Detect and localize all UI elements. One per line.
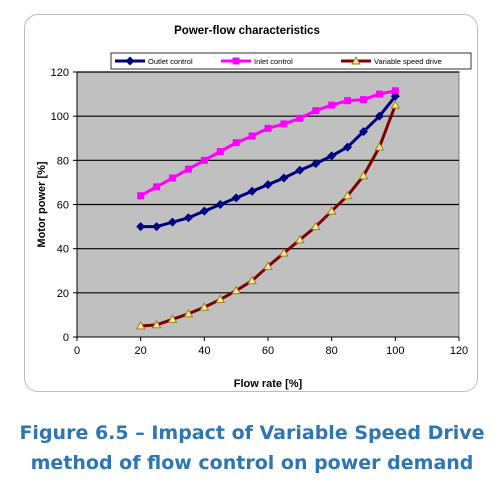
x-axis-label: Flow rate [%] <box>234 378 303 390</box>
data-point <box>183 213 193 223</box>
data-point <box>296 114 304 122</box>
data-point <box>295 165 305 175</box>
data-point <box>200 156 208 164</box>
data-point <box>167 314 178 323</box>
y-tick-label: 60 <box>57 200 69 212</box>
data-point <box>264 124 272 132</box>
data-point <box>328 101 336 109</box>
data-point <box>231 285 241 295</box>
data-point <box>137 192 145 200</box>
legend-marker <box>125 56 135 66</box>
data-point <box>311 159 321 169</box>
x-tick-label: 80 <box>326 345 338 357</box>
data-point <box>248 132 256 140</box>
data-point <box>215 200 225 209</box>
data-point <box>374 142 385 151</box>
data-point <box>153 183 161 191</box>
data-point <box>232 139 240 147</box>
y-tick-label: 80 <box>57 155 69 167</box>
legend-box <box>110 52 472 70</box>
x-tick-label: 0 <box>74 345 80 357</box>
data-point <box>391 87 399 95</box>
data-point <box>136 222 146 232</box>
data-point <box>312 107 320 115</box>
data-point <box>326 206 337 215</box>
y-axis-label: Motor power [%] <box>36 161 48 247</box>
data-point <box>375 90 383 98</box>
figure-caption-line-1: Figure 6.5 – Impact of Variable Speed Dr… <box>19 422 485 444</box>
data-point <box>199 302 210 311</box>
x-tick-label: 120 <box>450 345 468 357</box>
legend-marker <box>232 57 240 65</box>
data-point <box>327 151 337 161</box>
data-point <box>247 186 257 196</box>
data-point <box>169 174 176 182</box>
y-tick-label: 120 <box>51 67 69 79</box>
chart-frame: 0 20 40 60 80 100 120 0 20 40 60 80 100 120 Power-flow… <box>24 14 478 392</box>
data-point <box>344 97 352 105</box>
data-point <box>231 193 241 203</box>
x-tick-label: 40 <box>198 345 210 357</box>
data-point <box>263 261 273 270</box>
data-point <box>152 222 162 232</box>
data-point <box>216 148 224 155</box>
data-point <box>263 180 273 190</box>
data-point <box>184 165 192 173</box>
data-point <box>358 170 369 180</box>
x-tick-label: 60 <box>262 345 274 357</box>
chart-title: Power-flow characteristics <box>174 25 320 37</box>
data-point <box>359 127 368 137</box>
data-point <box>342 190 353 200</box>
data-point <box>343 142 353 152</box>
data-point <box>247 275 257 285</box>
data-point <box>215 294 226 303</box>
data-point <box>199 206 209 216</box>
legend-label: Inlet control <box>254 57 293 66</box>
data-point <box>310 221 321 231</box>
x-tick-label: 20 <box>135 345 147 357</box>
y-tick-label: 0 <box>63 332 69 344</box>
legend-label: Variable speed drive <box>374 57 442 66</box>
legend-marker <box>351 56 361 65</box>
data-point <box>135 321 146 330</box>
y-tick-label: 20 <box>57 288 69 300</box>
data-point <box>151 319 162 329</box>
data-point <box>295 234 305 244</box>
data-point <box>168 217 177 227</box>
data-point <box>390 100 401 109</box>
y-tick-label: 40 <box>57 244 69 256</box>
legend-label: Outlet control <box>148 57 193 66</box>
power-flow-chart: 0 20 40 60 80 100 120 0 20 40 60 80 100 120 Power-flow… <box>36 25 472 390</box>
y-tick-label: 100 <box>51 111 69 123</box>
data-point <box>183 308 194 318</box>
data-point <box>374 111 384 121</box>
data-point <box>279 248 289 257</box>
data-point <box>279 173 289 183</box>
x-tick-label: 100 <box>386 345 404 357</box>
data-point <box>280 120 288 128</box>
figure-caption-line-2: method of flow control on power demand <box>30 452 474 474</box>
data-point <box>360 96 367 104</box>
